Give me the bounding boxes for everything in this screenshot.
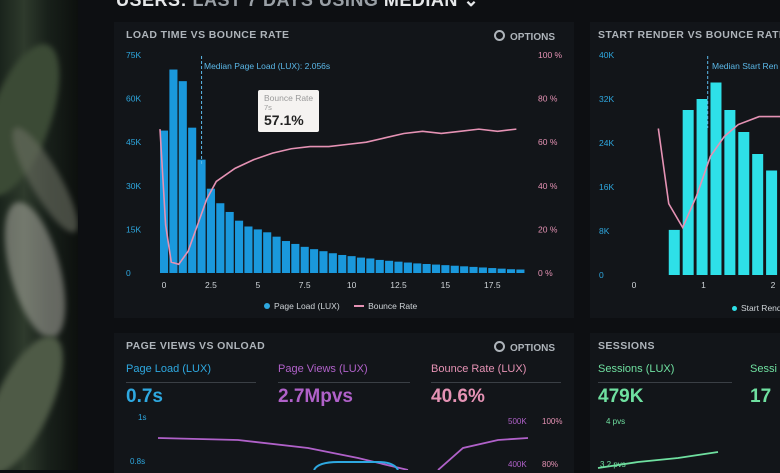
page-load-swatch xyxy=(264,303,270,309)
panel-title: PAGE VIEWS VS ONLOAD xyxy=(126,340,266,352)
sessions-panel: SESSIONS Sessions (LUX) 479K 4 pvs 3.2 p… xyxy=(590,333,780,473)
chart-legend[interactable]: Page Load (LUX) Bounce Rate xyxy=(264,301,417,311)
legend-page-load: Page Load (LUX) xyxy=(274,301,340,311)
tooltip-sub: 7s xyxy=(264,103,272,112)
background-plant xyxy=(0,0,80,470)
start-render-swatch xyxy=(732,306,737,311)
sessions-axis: 3.2 pvs xyxy=(600,460,626,469)
options-button[interactable]: OPTIONS xyxy=(494,30,555,43)
start-render-panel: START RENDER VS BOUNCE RATE Median Start… xyxy=(590,22,780,318)
sessions2-value: 17 xyxy=(750,386,772,407)
header-median: MEDIAN xyxy=(383,0,458,10)
sessions-sub: 4 pvs xyxy=(606,417,626,426)
legend-start-render: Start Rende xyxy=(741,303,780,313)
header-range: LAST 7 DAYS USING xyxy=(192,0,379,10)
header-users: USERS: xyxy=(116,0,188,10)
axis-label: 0.8s xyxy=(130,457,146,466)
panel-title: LOAD TIME VS BOUNCE RATE xyxy=(126,29,290,41)
axis-label: 400K xyxy=(508,460,527,469)
bounce-rate-value: 40.6% xyxy=(431,386,485,407)
axis-label: 500K xyxy=(508,417,527,426)
dashboard-screen: USERS: LAST 7 DAYS USING MEDIAN ⌄ LOAD T… xyxy=(78,0,780,473)
gear-icon xyxy=(494,30,505,41)
sessions2-label: Sessi xyxy=(750,363,777,375)
sessions-label: Sessions (LUX) xyxy=(598,363,675,375)
gear-icon xyxy=(494,341,505,352)
panel-title: START RENDER VS BOUNCE RATE xyxy=(598,29,780,41)
options-label: OPTIONS xyxy=(510,343,556,354)
page-views-label: Page Views (LUX) xyxy=(278,363,368,375)
axis-label: 100% xyxy=(542,417,563,426)
tooltip-value: 57.1% xyxy=(264,112,304,128)
panel-title: SESSIONS xyxy=(598,340,655,352)
divider xyxy=(278,382,410,383)
bounce-rate-label: Bounce Rate (LUX) xyxy=(431,363,527,375)
axis-label: 80% xyxy=(542,460,559,469)
median-label: Median Start Ren xyxy=(712,61,779,71)
page-views-value: 2.7Mpvs xyxy=(278,386,353,407)
median-label: Median Page Load (LUX): 2.056s xyxy=(204,61,331,71)
legend-bounce-rate: Bounce Rate xyxy=(368,301,418,311)
chart-legend[interactable]: Start Rende xyxy=(732,303,780,313)
axis-label: 1s xyxy=(138,413,147,422)
page-views-panel: PAGE VIEWS VS ONLOAD OPTIONS Page Load (… xyxy=(114,333,574,473)
divider xyxy=(126,382,256,383)
chevron-down-icon[interactable]: ⌄ xyxy=(463,0,480,10)
options-button[interactable]: OPTIONS xyxy=(494,341,555,354)
bounce-rate-swatch xyxy=(354,305,365,307)
dashboard-header[interactable]: USERS: LAST 7 DAYS USING MEDIAN ⌄ xyxy=(116,0,479,11)
divider xyxy=(598,382,732,383)
options-label: OPTIONS xyxy=(510,32,556,43)
page-load-value: 0.7s xyxy=(126,386,163,407)
load-time-panel: LOAD TIME VS BOUNCE RATE OPTIONS Median … xyxy=(114,22,574,318)
tooltip-label: Bounce Rate xyxy=(264,93,314,103)
page-load-label: Page Load (LUX) xyxy=(126,363,211,375)
sessions-value: 479K xyxy=(598,386,644,407)
divider xyxy=(431,382,561,383)
bounce-rate-tooltip: Bounce Rate 7s 57.1% xyxy=(258,90,320,132)
